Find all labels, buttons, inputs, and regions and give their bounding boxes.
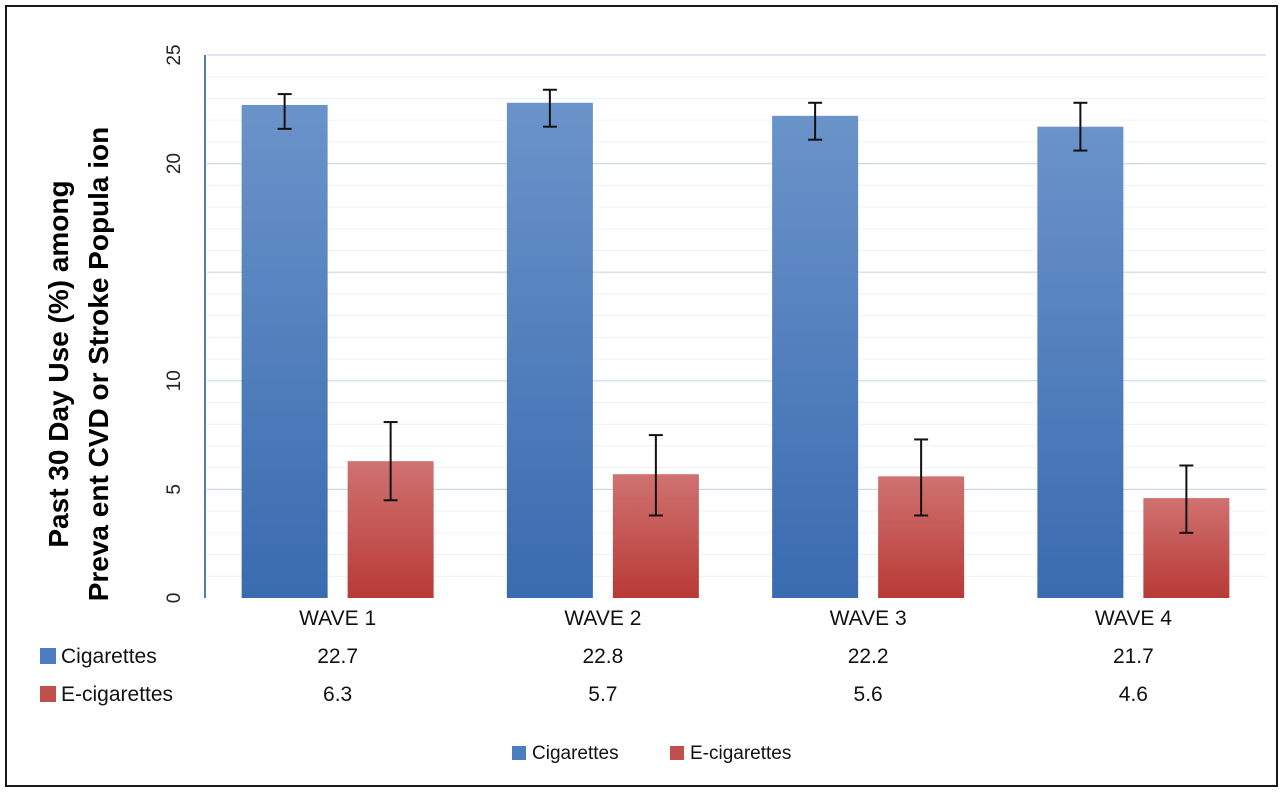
y-tick-label: 0 bbox=[164, 593, 185, 604]
table-cell: 22.2 bbox=[848, 645, 889, 668]
y-tick-label: 10 bbox=[164, 370, 185, 391]
bar-cigarettes-1 bbox=[241, 104, 328, 599]
category-label: WAVE 1 bbox=[299, 607, 376, 630]
legend-label: Cigarettes bbox=[532, 743, 619, 764]
table-cell: 6.3 bbox=[323, 683, 352, 706]
legend-swatch bbox=[512, 746, 526, 760]
bars bbox=[241, 102, 1230, 599]
error-bars bbox=[277, 88, 1194, 534]
table-cell: 22.8 bbox=[582, 645, 623, 668]
table-row-label: E-cigarettes bbox=[61, 683, 173, 706]
table-cell: 22.7 bbox=[317, 645, 358, 668]
table-cell: 21.7 bbox=[1113, 645, 1154, 668]
table-cell: 4.6 bbox=[1119, 683, 1148, 706]
y-tick-label: 25 bbox=[164, 44, 185, 65]
legend-swatch bbox=[670, 746, 684, 760]
table-cell: 5.7 bbox=[588, 683, 617, 706]
category-label: WAVE 3 bbox=[830, 607, 907, 630]
y-axis-title-line-2: Preva ent CVD or Stroke Popula ion bbox=[83, 127, 114, 602]
bar-cigarettes-2 bbox=[506, 102, 593, 598]
bar-cigarettes-3 bbox=[772, 115, 859, 598]
legend-label: E-cigarettes bbox=[690, 743, 791, 764]
table-legend-key bbox=[40, 686, 56, 702]
table-cell: 5.6 bbox=[854, 683, 883, 706]
legend: Cigarettes E-cigarettes bbox=[512, 743, 791, 764]
data-table: Cigarettes 22.7 22.8 22.2 21.7 E-cigarettes 6.… bbox=[40, 645, 1154, 706]
y-tick-labels: 0 5 10 20 25 bbox=[164, 44, 185, 603]
category-labels: WAVE 1 WAVE 2 WAVE 3 WAVE 4 bbox=[299, 607, 1172, 630]
y-tick-label: 20 bbox=[164, 153, 185, 174]
bar-cigarettes-4 bbox=[1037, 126, 1124, 599]
y-axis-title-line-1: Past 30 Day Use (%) among bbox=[43, 180, 74, 547]
table-row-label: Cigarettes bbox=[61, 645, 157, 668]
y-tick-label: 5 bbox=[164, 484, 185, 495]
category-label: WAVE 4 bbox=[1095, 607, 1172, 630]
category-label: WAVE 2 bbox=[564, 607, 641, 630]
table-legend-key bbox=[40, 648, 56, 664]
